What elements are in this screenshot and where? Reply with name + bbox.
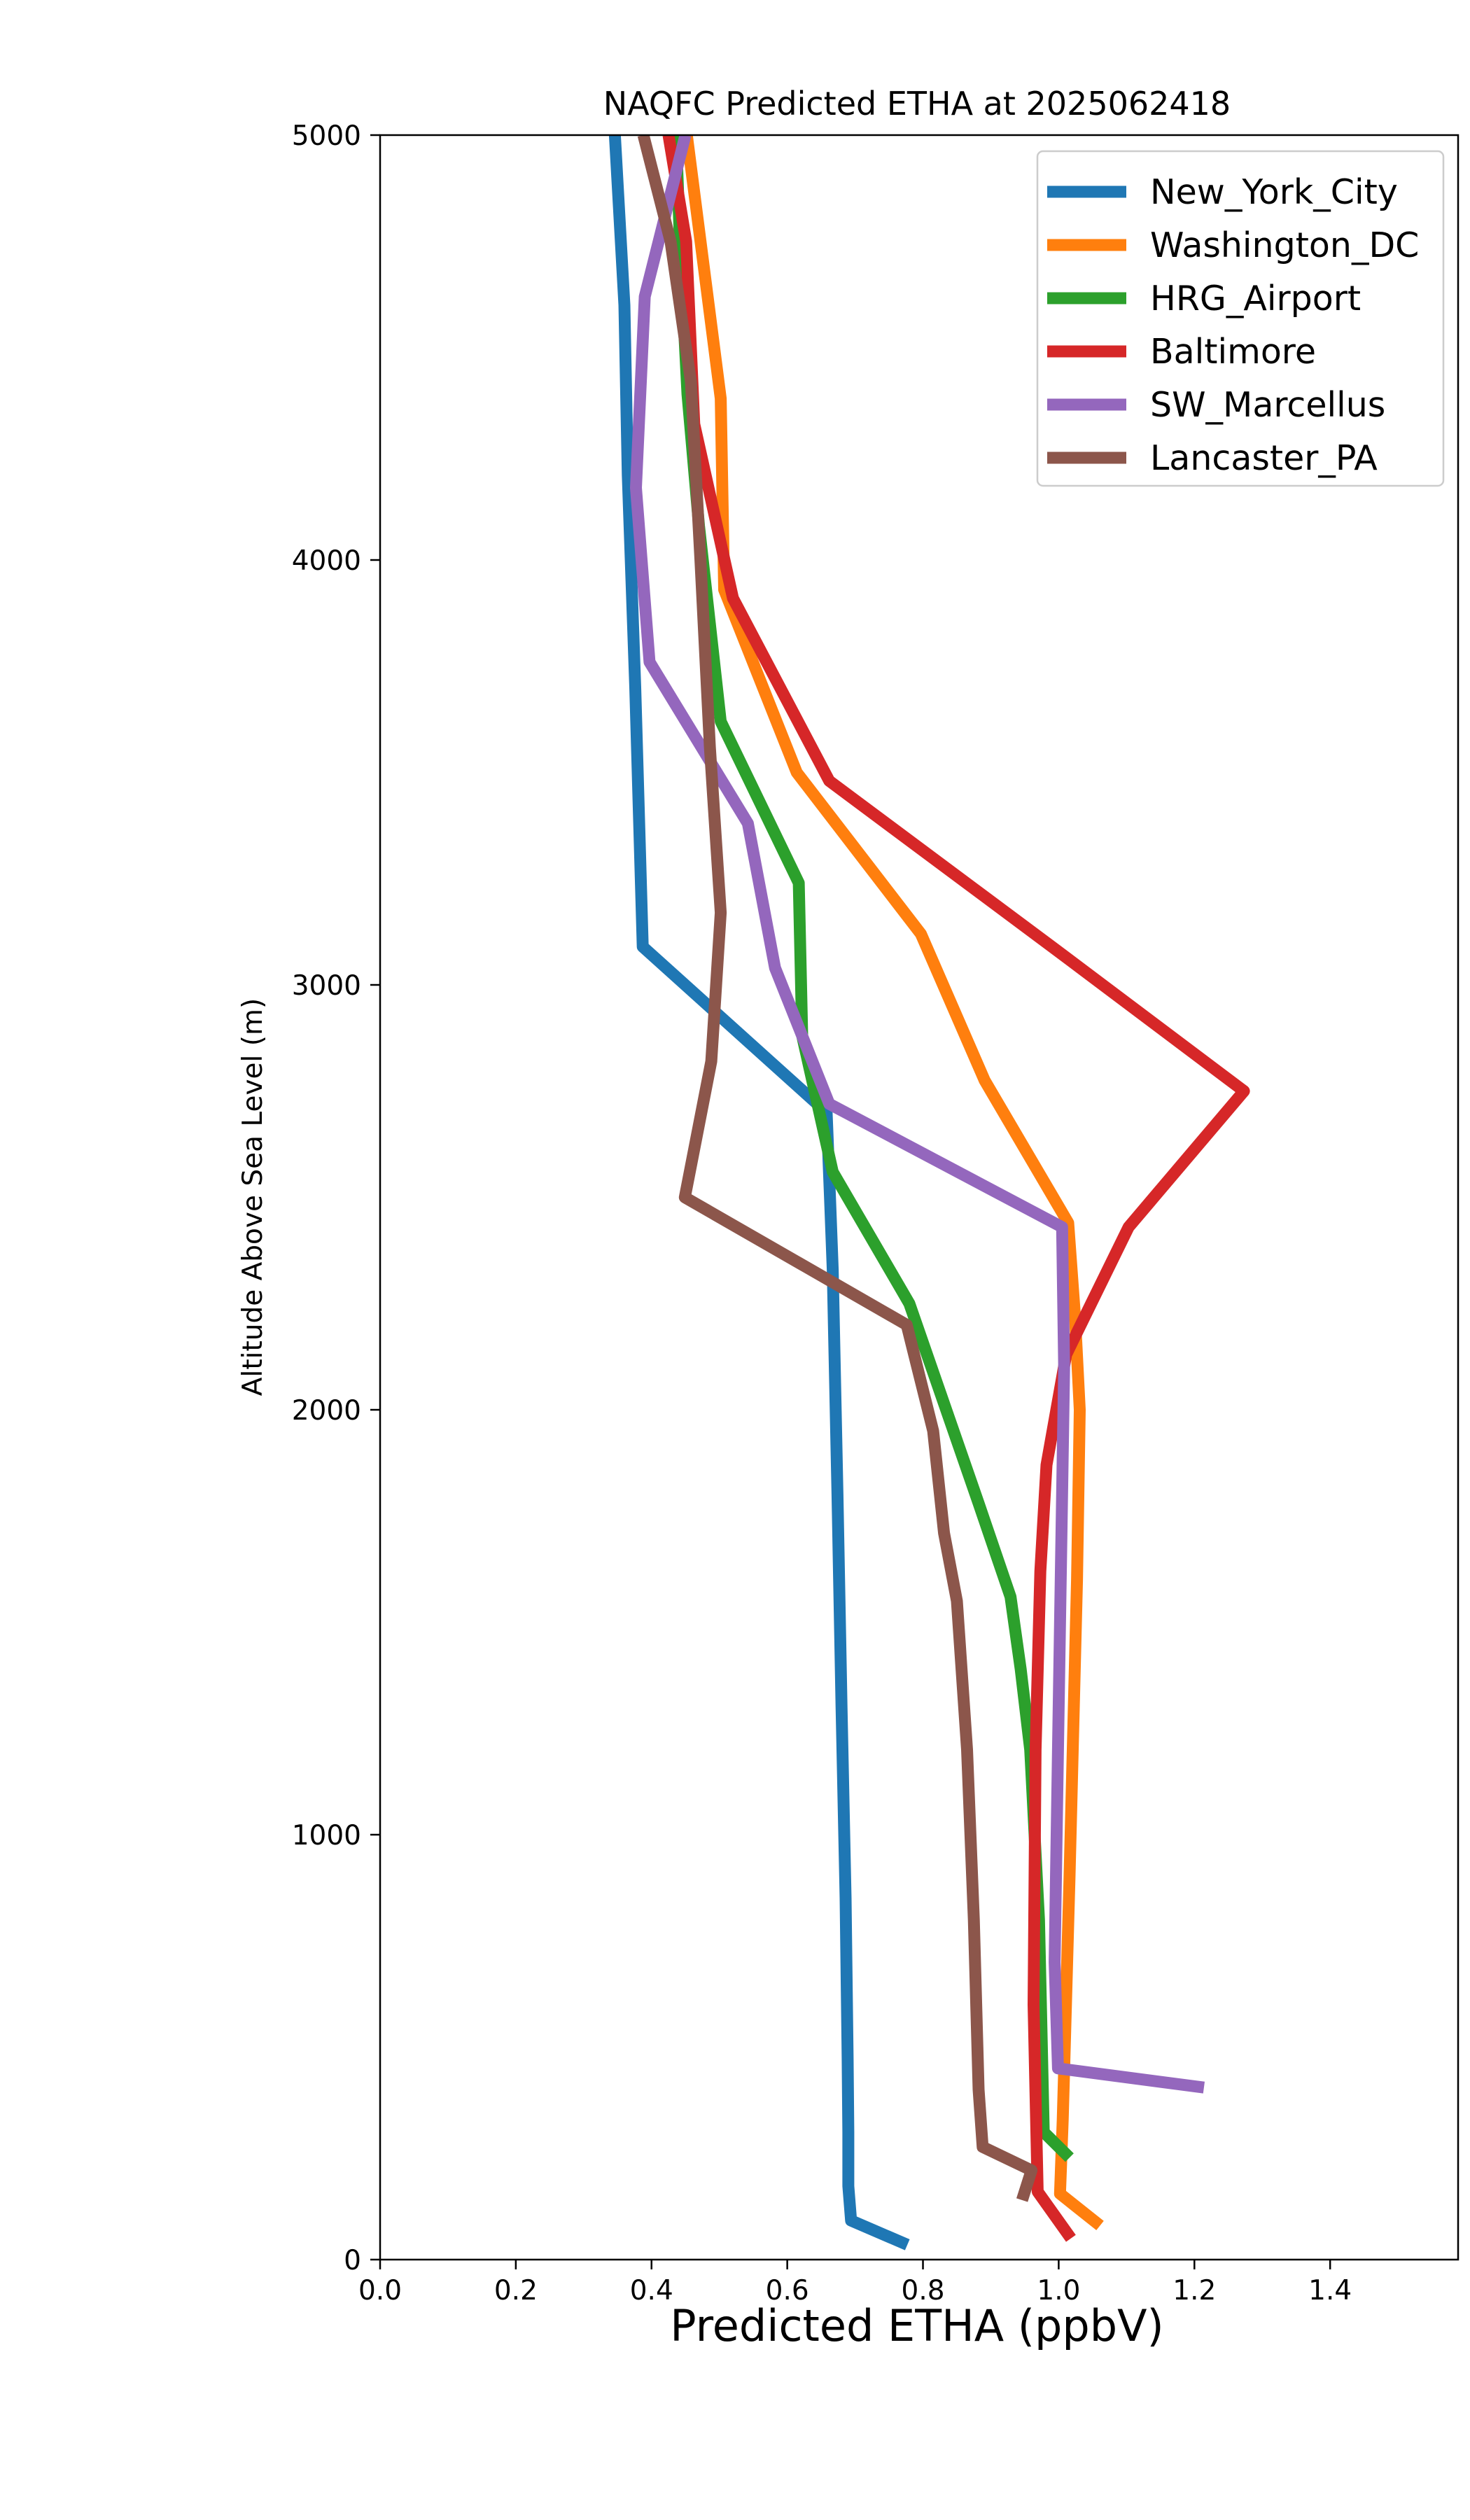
x-tick-label: 0.4 [630, 2275, 673, 2306]
series-line-sw-marcellus [630, 135, 1205, 2094]
x-tick-label: 1.2 [1172, 2275, 1216, 2306]
x-axis-title: Predicted ETHA (ppbV) [670, 2300, 1163, 2351]
series-line-lancaster-pa [637, 135, 1038, 2202]
series-line-baltimore [662, 135, 1250, 2242]
x-tick-label: 1.0 [1037, 2275, 1080, 2306]
chart-title: NAQFC Predicted ETHA at 2025062418 [603, 85, 1231, 122]
legend-box [1036, 150, 1445, 487]
x-tick-label: 0.0 [358, 2275, 402, 2306]
y-tick-label: 5000 [292, 120, 361, 152]
y-tick-label: 4000 [292, 545, 361, 577]
series-line-washington-dc [680, 135, 1104, 2231]
y-tick-label: 2000 [292, 1395, 361, 1427]
x-tick-label: 0.8 [902, 2275, 945, 2306]
legend-label: HRG_Airport [1150, 279, 1361, 318]
legend-label: SW_Marcellus [1150, 385, 1385, 425]
plot-frame [379, 134, 1460, 2261]
y-axis: 0 1000 2000 3000 4000 5000 [292, 120, 380, 2276]
legend-label: Baltimore [1150, 332, 1316, 372]
x-tick-label: 1.4 [1308, 2275, 1352, 2306]
y-axis-title: Altitude Above Sea Level (m) [237, 998, 269, 1396]
legend: New_York_City Washington_DC HRG_Airport Bal… [1036, 150, 1445, 487]
series-line-new-york-city [608, 135, 910, 2250]
legend-label: Washington_DC [1150, 225, 1419, 265]
y-tick-label: 3000 [292, 970, 361, 1002]
y-tick-label: 0 [344, 2245, 361, 2276]
legend-label: New_York_City [1150, 172, 1398, 212]
x-tick-label: 0.6 [766, 2275, 809, 2306]
series-lines [608, 135, 1250, 2250]
legend-label: Lancaster_PA [1150, 438, 1378, 478]
x-tick-label: 0.2 [494, 2275, 538, 2306]
x-axis: 0.0 0.2 0.4 0.6 0.8 1.0 1.2 1.4 [358, 2260, 1352, 2306]
y-tick-label: 1000 [292, 1820, 361, 1851]
